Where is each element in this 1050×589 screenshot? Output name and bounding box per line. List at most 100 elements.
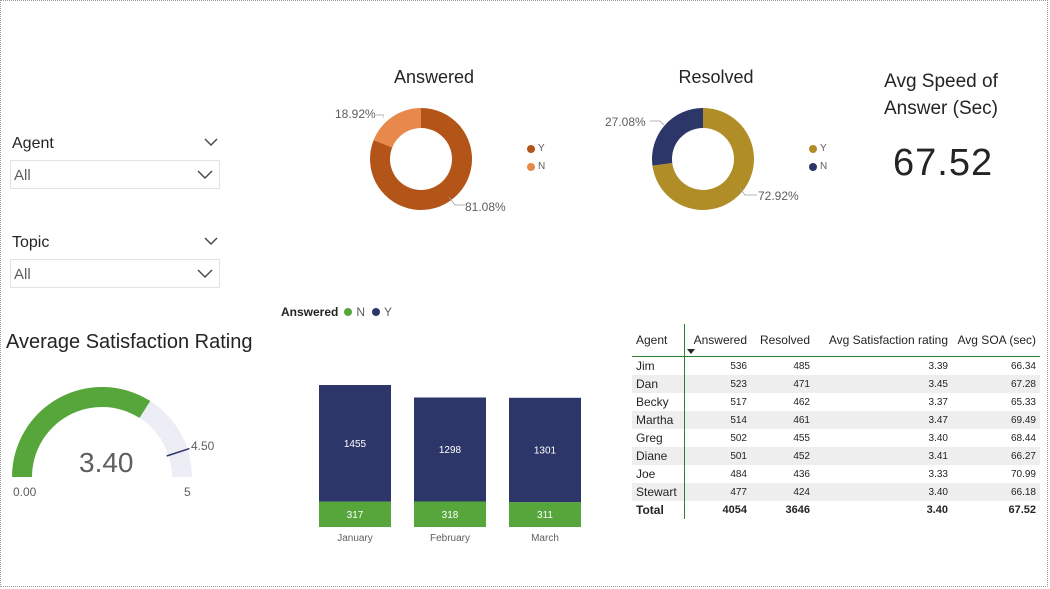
table-cell-value: 65.33 [1010, 396, 1036, 408]
table-row[interactable]: Joe 484 436 3.33 70.99 [632, 465, 1040, 483]
legend-dot-icon [344, 308, 353, 316]
answered-stacked-bar-chart[interactable]: 317 1455 January 318 1298 February 311 1301 Marc… [300, 340, 600, 555]
table-cell-value: 455 [793, 432, 810, 444]
speed-card-title-line1: Avg Speed of [884, 71, 998, 92]
table-row[interactable]: Greg 502 455 3.40 68.44 [632, 429, 1040, 447]
legend-item-n: N [809, 161, 827, 172]
resolved-donut-chart[interactable] [647, 103, 759, 215]
table-cell-value: 3.41 [814, 447, 952, 465]
table-cell-value: 517 [730, 396, 747, 408]
chevron-down-icon [197, 170, 213, 179]
table-cell-value: 66.27 [952, 447, 1040, 465]
legend-label: Y [820, 143, 827, 154]
speed-card-value: 67.52 [893, 142, 994, 184]
table-cell-value: 3.33 [928, 468, 948, 480]
table-cell-agent: Dan [632, 375, 685, 393]
gauge-max-label: 5 [184, 485, 191, 499]
bar-segment-y[interactable] [319, 385, 391, 502]
table-cell-value: 67.28 [952, 375, 1040, 393]
resolved-leader-line-n [650, 120, 665, 126]
table-cell-value: 436 [793, 468, 810, 480]
table-cell-value: 471 [751, 375, 814, 393]
table-header-avg-soa[interactable]: Avg SOA (sec) [957, 333, 1036, 347]
bar-legend-title: Answered [281, 305, 339, 319]
sort-descending-icon [687, 349, 695, 354]
bar-segment-y[interactable] [414, 397, 486, 502]
bar-value-label: 318 [442, 510, 459, 521]
agent-slicer-dropdown[interactable]: All [10, 160, 220, 189]
legend-dot-icon [527, 162, 535, 171]
bar-segment-n[interactable] [319, 501, 391, 527]
table-cell-value: 536 [730, 360, 747, 372]
bar-segment-n[interactable] [414, 501, 486, 528]
x-axis-tick-label: February [430, 533, 470, 544]
legend-label-n: N [356, 305, 366, 319]
table-total-value: 3.40 [926, 504, 948, 516]
satisfaction-gauge[interactable] [0, 380, 220, 480]
bar-segment-y[interactable] [509, 397, 581, 503]
topic-slicer-dropdown[interactable]: All [10, 259, 220, 288]
table-row[interactable]: Martha 514 461 3.47 69.49 [632, 411, 1040, 429]
gauge-value: 3.40 [79, 447, 134, 478]
resolved-leader-line-y [738, 186, 757, 196]
resolved-y-pct-label: 72.92% [758, 189, 799, 203]
answered-donut-chart[interactable] [365, 103, 477, 215]
table-header-row: Agent Answered Resolved Avg Satisfaction… [632, 324, 1040, 357]
topic-slicer-title: Topic [12, 234, 50, 251]
table-cell-value: 68.44 [1010, 432, 1036, 444]
table-row[interactable]: Becky 517 462 3.37 65.33 [632, 393, 1040, 411]
table-row[interactable]: Stewart 477 424 3.40 66.18 [632, 483, 1040, 501]
donut-slice-n[interactable] [651, 108, 703, 166]
table-cell-value: 514 [684, 411, 751, 429]
table-cell-value: 66.34 [1010, 360, 1036, 372]
table-cell-value: 3.47 [814, 411, 952, 429]
table-cell-value: 70.99 [1010, 468, 1036, 480]
table-cell-value: 502 [730, 432, 747, 444]
legend-label: Y [538, 143, 545, 154]
table-cell-agent: Greg [632, 429, 685, 447]
donut-slice-y[interactable] [652, 108, 754, 210]
x-axis-tick-label: January [337, 533, 373, 544]
legend-label-y: Y [384, 305, 393, 319]
table-total-row: Total 4054 3646 3.40 67.52 [632, 501, 1040, 519]
table-cell-value: 3.45 [814, 375, 952, 393]
table-cell-value: 462 [793, 396, 810, 408]
table-cell-value: 452 [751, 447, 814, 465]
bar-segment-n[interactable] [509, 502, 581, 527]
answered-leader-line-y [448, 196, 465, 206]
donut-slice-n[interactable] [373, 108, 421, 148]
answered-leader-line-n [376, 114, 384, 118]
table-header-resolved[interactable]: Resolved [759, 333, 810, 347]
gauge-target-label: 4.50 [191, 439, 215, 453]
agent-slicer-value: All [14, 167, 31, 184]
topic-slicer-chevron-icon[interactable] [204, 236, 218, 246]
table-header-avg-satisfaction[interactable]: Avg Satisfaction rating [828, 333, 948, 347]
legend-label: N [538, 161, 546, 172]
legend-dot-icon [809, 144, 817, 153]
agent-slicer-chevron-icon[interactable] [204, 137, 218, 147]
table-total-value: 4054 [722, 504, 747, 516]
table-cell-value: 424 [751, 483, 814, 501]
table-row[interactable]: Dan 523 471 3.45 67.28 [632, 375, 1040, 393]
table-header-agent[interactable]: Agent [632, 324, 685, 357]
gauge-fill [12, 387, 151, 477]
table-header-answered[interactable]: Answered [693, 333, 747, 347]
table-row[interactable]: Diane 501 452 3.41 66.27 [632, 447, 1040, 465]
bar-chart-legend: Answered N Y [281, 305, 392, 319]
resolved-n-pct-label: 27.08% [605, 115, 646, 129]
table-cell-value: 66.18 [952, 483, 1040, 501]
table-total-value: 67.52 [1008, 504, 1036, 516]
answered-legend: Y N [527, 143, 545, 172]
resolved-legend: Y N [809, 143, 827, 172]
bar-value-label: 1455 [344, 439, 367, 450]
speed-card-title-line2: Answer (Sec) [883, 98, 999, 119]
table-cell-value: 485 [793, 360, 810, 372]
bar-value-label: 311 [537, 510, 553, 521]
donut-slice-y[interactable] [370, 108, 473, 210]
agent-slicer-title: Agent [12, 135, 54, 152]
legend-label: N [820, 161, 828, 172]
table-row[interactable]: Jim 536 485 3.39 66.34 [632, 356, 1040, 375]
table-total-value: 3646 [785, 504, 810, 516]
legend-dot-icon [527, 144, 535, 153]
